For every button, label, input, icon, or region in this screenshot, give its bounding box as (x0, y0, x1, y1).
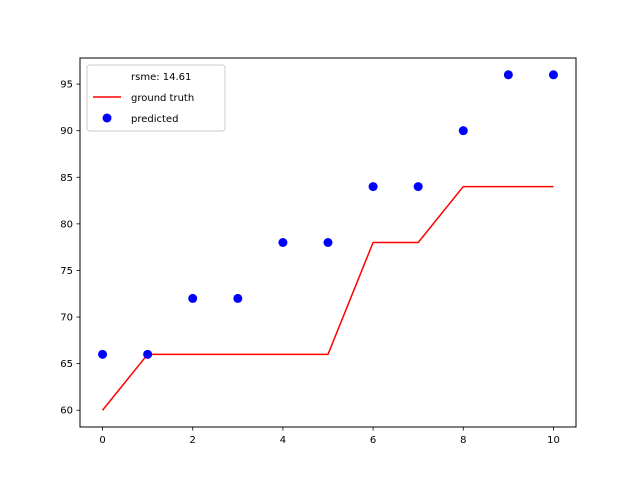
predicted-point (188, 293, 198, 303)
predicted-point (278, 238, 288, 247)
x-tick-label: 0 (99, 435, 105, 446)
plot-series (98, 70, 558, 411)
y-tick-label: 75 (60, 266, 73, 277)
predicted-point (368, 182, 378, 192)
predicted-point (143, 349, 153, 359)
legend: rsme: 14.61 ground truth predicted (86, 64, 226, 132)
x-tick-label: 6 (370, 435, 376, 446)
y-tick-label: 70 (60, 313, 73, 324)
y-axis-ticks: 60 65 70 75 80 85 90 95 (60, 80, 80, 417)
predicted-point (413, 182, 423, 192)
x-tick-label: 8 (460, 435, 466, 446)
legend-box (86, 64, 226, 132)
predicted-point (548, 70, 558, 80)
y-tick-label: 80 (60, 219, 73, 230)
axes-frame (79, 57, 577, 428)
x-axis-ticks: 0 2 4 6 8 10 (99, 427, 560, 446)
ground-truth-line (101, 185, 554, 411)
predicted-point (323, 238, 333, 247)
x-tick-label: 10 (547, 435, 560, 446)
predicted-point (503, 70, 513, 80)
predicted-point (233, 293, 243, 303)
y-tick-label: 90 (60, 126, 73, 137)
y-tick-label: 65 (60, 359, 73, 370)
y-tick-label: 95 (60, 80, 73, 91)
predicted-point (458, 126, 468, 136)
x-tick-label: 2 (190, 435, 196, 446)
legend-rsme-note: rsme: 14.61 (131, 72, 191, 83)
y-tick-label: 60 (60, 406, 73, 417)
y-tick-label: 85 (60, 173, 73, 184)
x-tick-label: 4 (280, 435, 286, 446)
legend-marker-swatch (102, 113, 112, 123)
predicted-point (98, 349, 108, 359)
legend-ground-truth-label: ground truth (131, 93, 194, 104)
legend-predicted-label: predicted (131, 114, 178, 125)
